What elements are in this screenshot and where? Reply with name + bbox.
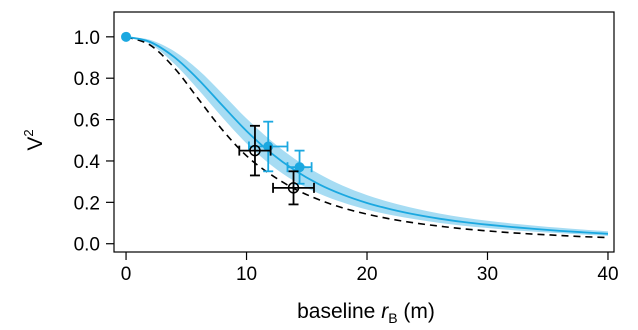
x-tick-label: 40 [597,264,618,285]
x-axis-title-prefix: baseline [297,300,381,323]
x-axis-title-subscript: B [388,310,397,326]
series-line-model [125,35,609,235]
data-point-5 [272,170,315,206]
data-point-3 [286,149,313,185]
x-tick-label: 30 [477,264,498,285]
series-line-dashed [125,36,609,239]
marker-filled [294,162,305,173]
model-confidence-band [126,36,608,236]
data-point-4 [238,124,272,177]
x-axis-title-suffix: (m) [398,300,435,323]
plot-area [121,31,609,239]
marker-open [249,144,261,157]
y-tick-label: 0.0 [74,235,100,256]
x-tick-label: 20 [356,264,377,285]
y-axis-title: V2 [21,129,47,150]
axes: 0 10 20 30 40 0.0 0.2 0.4 0.6 0.8 1.0 [74,11,619,285]
y-axis-title-base: V [24,137,47,151]
marker-filled [121,31,132,42]
x-axis-title-variable: r [381,300,389,323]
x-tick-label: 10 [236,264,257,285]
y-tick-label: 0.6 [74,111,100,132]
x-axis-title: baseline rB (m) [297,300,435,326]
y-tick-label: 0.8 [74,69,100,90]
y-tick-label: 0.4 [74,152,101,173]
x-tick-label: 0 [121,264,132,285]
plot-frame [113,11,615,253]
y-axis-title-superscript: 2 [21,129,36,136]
marker-open [287,182,300,194]
y-tick-label: 1.0 [74,28,100,49]
y-tick-label: 0.2 [74,193,100,214]
data-point-1 [121,31,132,42]
